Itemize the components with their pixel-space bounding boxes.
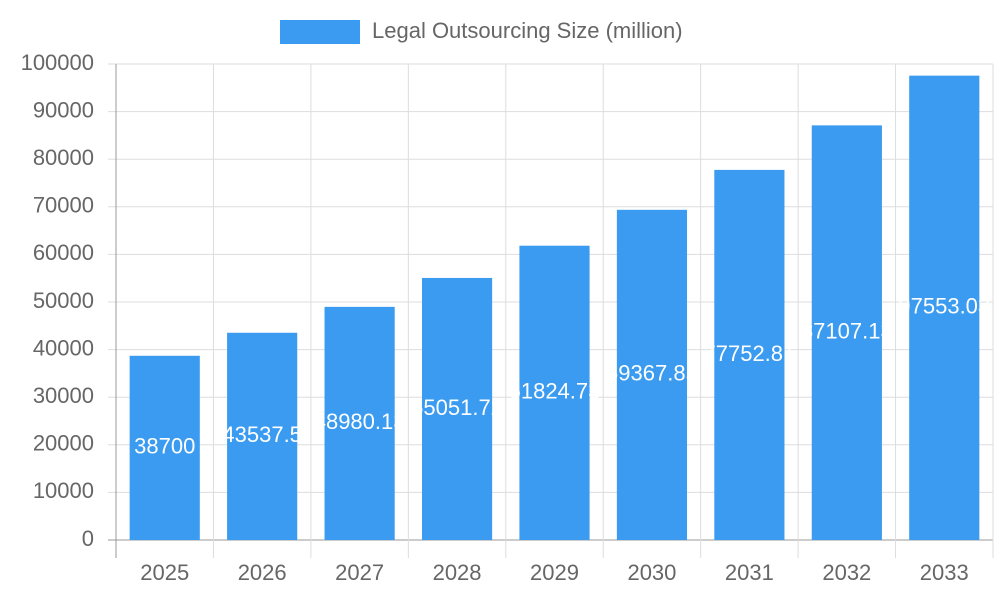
x-tick-label: 2025	[140, 560, 189, 585]
value-label: 97553.03	[898, 294, 990, 319]
value-label: 48980.13	[314, 409, 406, 434]
bar	[909, 75, 980, 540]
value-label: 38700	[134, 434, 195, 459]
x-tick-label: 2026	[238, 560, 287, 585]
y-tick-label: 60000	[33, 240, 94, 265]
x-tick-label: 2031	[725, 560, 774, 585]
bar	[714, 169, 785, 541]
x-tick-label: 2030	[627, 560, 676, 585]
legend-label: Legal Outsourcing Size (million)	[372, 18, 683, 43]
value-label: 55051.72	[411, 395, 503, 420]
y-tick-label: 50000	[33, 288, 94, 313]
value-label: 69367.85	[606, 361, 698, 386]
x-tick-label: 2028	[433, 560, 482, 585]
y-tick-label: 90000	[33, 97, 94, 122]
bar	[519, 245, 590, 540]
y-tick-label: 40000	[33, 335, 94, 360]
y-tick-label: 30000	[33, 383, 94, 408]
y-tick-label: 20000	[33, 431, 94, 456]
y-tick-label: 80000	[33, 145, 94, 170]
value-label: 43537.5	[222, 422, 302, 447]
bar	[421, 277, 493, 540]
value-label: 87107.13	[801, 318, 893, 343]
x-tick-label: 2033	[920, 560, 969, 585]
bar	[324, 306, 395, 540]
bar	[811, 125, 882, 541]
x-tick-label: 2032	[822, 560, 871, 585]
y-tick-label: 70000	[33, 193, 94, 218]
y-tick-label: 0	[82, 526, 94, 551]
y-tick-label: 100000	[21, 50, 94, 75]
bar	[227, 332, 298, 540]
x-tick-label: 2027	[335, 560, 384, 585]
bar	[129, 355, 200, 540]
legend-swatch	[280, 20, 360, 44]
value-label: 61824.73	[509, 379, 601, 404]
bar	[616, 209, 688, 541]
value-label: 77752.81	[704, 341, 796, 366]
x-tick-label: 2029	[530, 560, 579, 585]
y-tick-label: 10000	[33, 478, 94, 503]
